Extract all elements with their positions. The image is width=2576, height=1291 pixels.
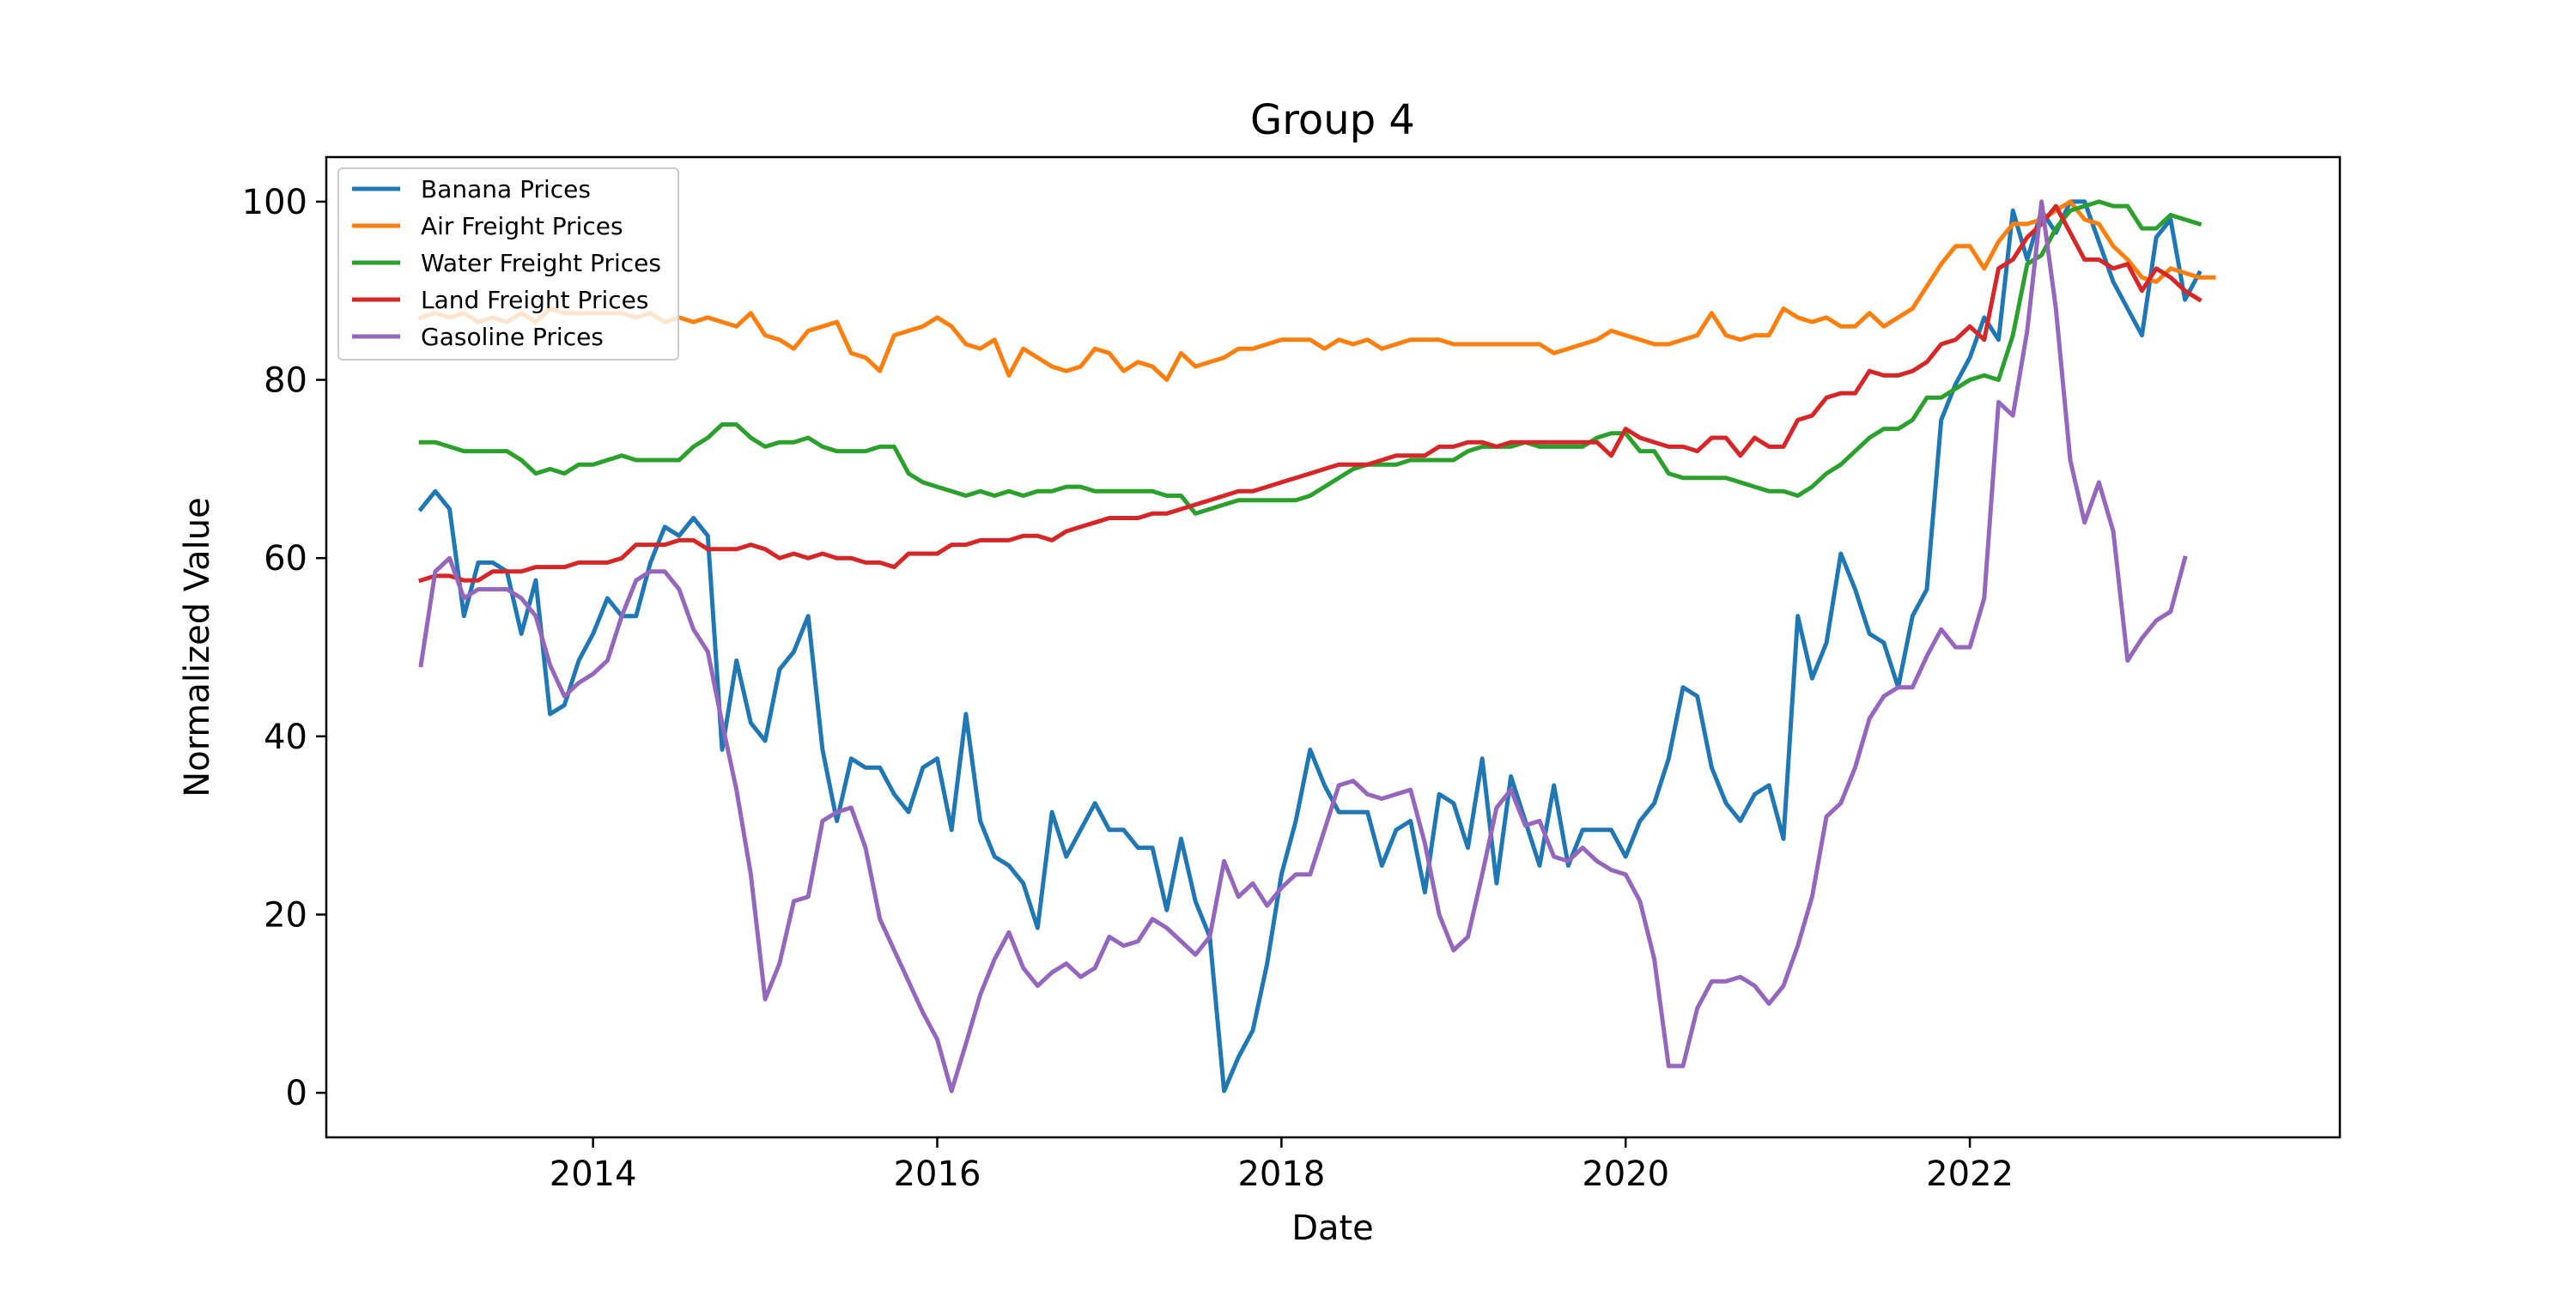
x-axis-label: Date bbox=[1291, 1209, 1374, 1248]
legend-entry: Water Freight Prices bbox=[421, 249, 661, 277]
x-tick-label: 2020 bbox=[1582, 1155, 1669, 1194]
y-tick-label: 60 bbox=[264, 539, 307, 579]
legend-entry: Land Freight Prices bbox=[421, 286, 648, 314]
legend-entry: Air Freight Prices bbox=[421, 212, 623, 240]
y-tick-label: 80 bbox=[264, 361, 307, 401]
x-tick-label: 2016 bbox=[894, 1155, 981, 1194]
y-tick-label: 100 bbox=[242, 183, 307, 222]
legend-entry: Banana Prices bbox=[421, 175, 591, 203]
legend-entry: Gasoline Prices bbox=[421, 323, 604, 351]
chart-title: Group 4 bbox=[1250, 96, 1415, 144]
x-tick-label: 2018 bbox=[1237, 1155, 1325, 1194]
y-tick-label: 0 bbox=[286, 1074, 307, 1113]
x-tick-label: 2014 bbox=[550, 1155, 637, 1194]
y-axis-label: Normalized Value bbox=[178, 497, 217, 797]
y-tick-label: 20 bbox=[264, 895, 307, 935]
legend: Banana Prices Air Freight Prices Water Fre… bbox=[338, 168, 678, 360]
y-tick-label: 40 bbox=[264, 718, 307, 757]
x-tick-label: 2022 bbox=[1926, 1155, 2014, 1194]
